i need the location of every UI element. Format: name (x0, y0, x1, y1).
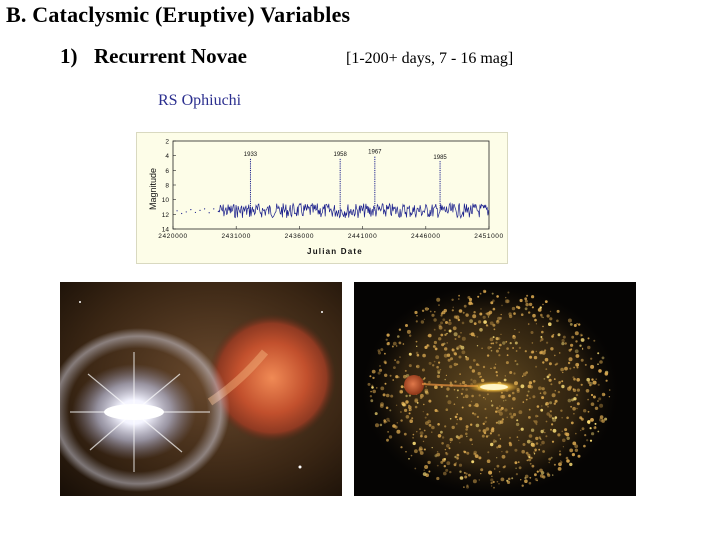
slide-title: B. Cataclysmic (Eruptive) Variables (6, 2, 351, 27)
section-title: Recurrent Novae (94, 44, 247, 68)
ejecta-particles (367, 289, 611, 489)
x-axis-label: Julian Date (307, 247, 363, 256)
data-point (217, 210, 219, 213)
y-tick-label: 2 (165, 139, 169, 146)
light-curve-series (218, 202, 489, 220)
data-point (185, 211, 187, 213)
x-tick-label: 2420000 (158, 233, 188, 240)
y-axis-label: Magnitude (148, 168, 158, 210)
y-tick-label: 4 (165, 153, 169, 160)
outburst-label: 1967 (368, 150, 382, 156)
section-number: 1) (60, 44, 78, 68)
x-tick-label: 2441000 (348, 233, 378, 240)
data-point (208, 212, 210, 214)
y-tick-label: 10 (162, 197, 170, 204)
y-tick-label: 6 (165, 168, 169, 175)
star-name-label: RS Ophiuchi (158, 92, 242, 109)
data-point (176, 210, 178, 212)
y-tick-label: 8 (165, 183, 169, 190)
x-tick-label: 2436000 (285, 233, 315, 240)
data-point (181, 212, 183, 215)
section-heading: 1) Recurrent Novae (60, 44, 247, 69)
y-tick-label: 14 (162, 227, 170, 234)
nova-artist-impression (60, 282, 342, 496)
binary-disk-ejecta-illustration (354, 282, 636, 496)
data-point (204, 208, 206, 210)
data-point (194, 211, 197, 214)
outburst-label: 1933 (244, 152, 258, 158)
data-point (190, 209, 192, 211)
outburst-label: 1958 (333, 152, 347, 158)
data-point (199, 209, 201, 212)
x-tick-label: 2446000 (411, 233, 441, 240)
y-tick-label: 12 (162, 212, 170, 219)
variability-range: [1-200+ days, 7 - 16 mag] (346, 50, 514, 67)
data-point (213, 208, 215, 210)
light-curve-chart: Magnitude Julian Date 2 4 6 8 10 12 14 2420000 2… (136, 132, 508, 264)
x-tick-label: 2431000 (221, 233, 251, 240)
outburst-label: 1985 (433, 155, 447, 161)
x-tick-label: 2451000 (474, 233, 504, 240)
